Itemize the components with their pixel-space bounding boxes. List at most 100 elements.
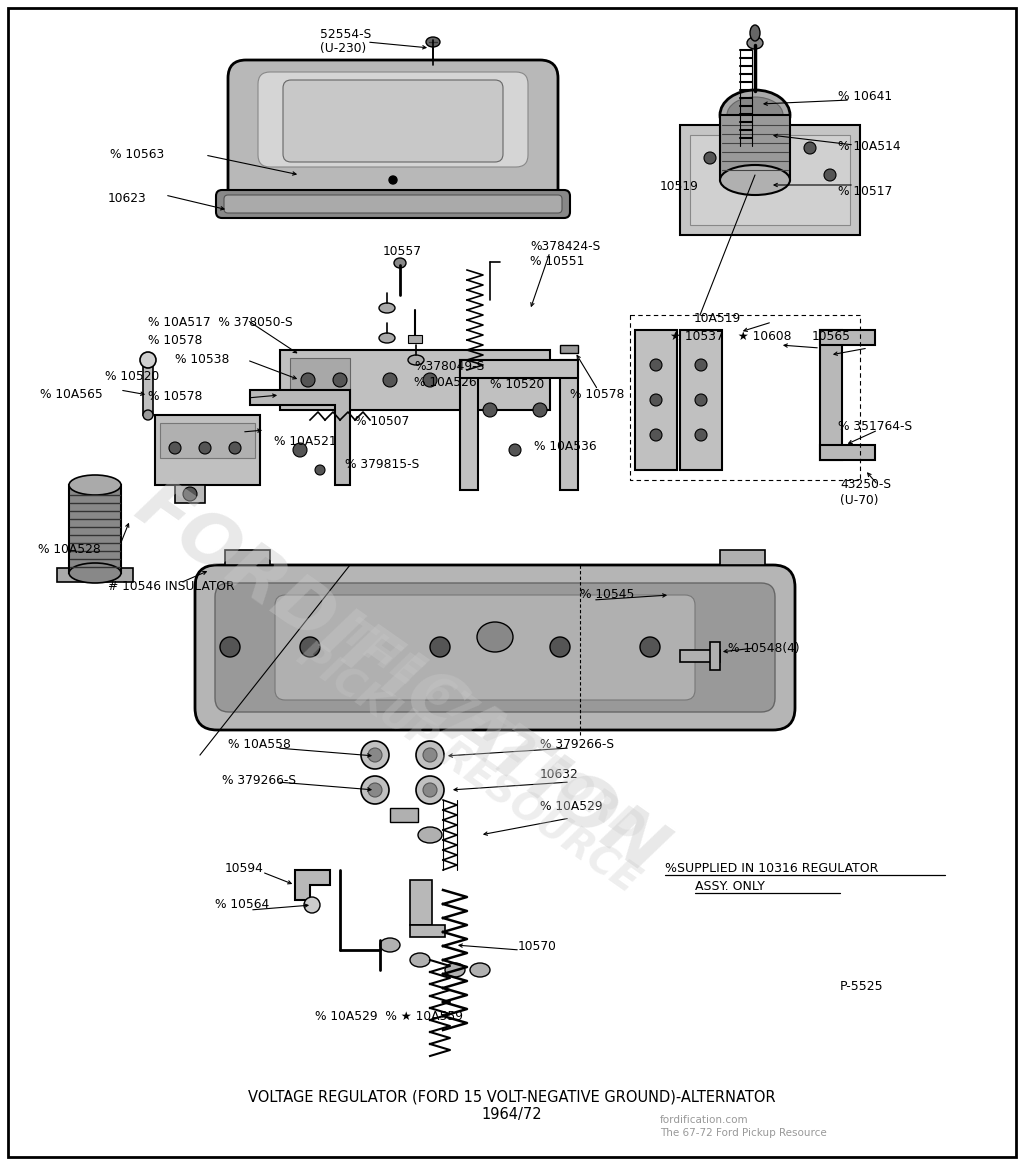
- Bar: [410, 925, 445, 937]
- Ellipse shape: [640, 637, 660, 657]
- Text: 10519: 10519: [660, 181, 698, 193]
- Text: % 10517: % 10517: [838, 185, 892, 198]
- Bar: [290, 358, 350, 402]
- FancyBboxPatch shape: [215, 582, 775, 712]
- Bar: [69, 485, 121, 573]
- FancyBboxPatch shape: [283, 80, 503, 162]
- Ellipse shape: [727, 97, 783, 133]
- Text: % 10A536: % 10A536: [534, 440, 597, 453]
- Bar: [560, 360, 578, 490]
- Text: % 10564: % 10564: [215, 898, 269, 911]
- Ellipse shape: [804, 142, 816, 154]
- Bar: [143, 360, 153, 415]
- Text: The 67-72 Ford Pickup Resource: The 67-72 Ford Pickup Resource: [660, 1128, 826, 1138]
- Text: % 10520: % 10520: [490, 377, 544, 391]
- Text: 10565: 10565: [812, 330, 851, 343]
- Text: VOLTAGE REGULATOR (FORD 15 VOLT-NEGATIVE GROUND)-ALTERNATOR: VOLTAGE REGULATOR (FORD 15 VOLT-NEGATIVE…: [248, 1090, 776, 1104]
- Text: % 10563: % 10563: [110, 148, 164, 161]
- Ellipse shape: [69, 563, 121, 582]
- Ellipse shape: [744, 158, 756, 171]
- Ellipse shape: [301, 373, 315, 387]
- Ellipse shape: [416, 776, 444, 804]
- Text: ★ 10608: ★ 10608: [730, 330, 792, 343]
- Text: (U-230): (U-230): [319, 42, 367, 55]
- Ellipse shape: [368, 748, 382, 762]
- Text: % 379815-S: % 379815-S: [345, 458, 419, 471]
- Bar: [720, 115, 790, 181]
- FancyBboxPatch shape: [216, 190, 570, 218]
- Text: % 10A529: % 10A529: [540, 800, 603, 813]
- Bar: [280, 350, 550, 410]
- Text: 10557: 10557: [383, 245, 422, 257]
- Text: % 10A517  % 378050-S: % 10A517 % 378050-S: [148, 316, 293, 329]
- Ellipse shape: [695, 394, 707, 405]
- Ellipse shape: [426, 37, 440, 47]
- Text: ★ 10537: ★ 10537: [670, 330, 724, 343]
- Ellipse shape: [169, 442, 181, 454]
- Bar: [680, 330, 722, 469]
- Text: THE 67-72 FORD
PICKUP RESOURCE: THE 67-72 FORD PICKUP RESOURCE: [290, 600, 671, 901]
- Bar: [390, 809, 418, 822]
- Text: % 10548(4): % 10548(4): [728, 642, 800, 655]
- Ellipse shape: [229, 442, 241, 454]
- Text: FORDIFICATION: FORDIFICATION: [123, 471, 678, 889]
- Text: 43250-S: 43250-S: [840, 478, 891, 490]
- Text: % 10551: % 10551: [530, 255, 585, 268]
- Text: % 10538: % 10538: [175, 353, 229, 366]
- Ellipse shape: [423, 783, 437, 797]
- Text: # 10546 INSULATOR: # 10546 INSULATOR: [108, 580, 234, 593]
- Text: % 10A558: % 10A558: [228, 737, 291, 751]
- Ellipse shape: [650, 394, 662, 405]
- Ellipse shape: [430, 637, 450, 657]
- Bar: [720, 550, 765, 565]
- Text: %SUPPLIED IN 10316 REGULATOR: %SUPPLIED IN 10316 REGULATOR: [665, 862, 879, 875]
- Bar: [175, 485, 205, 503]
- Text: % 10A521: % 10A521: [274, 435, 337, 449]
- Bar: [560, 345, 578, 353]
- Text: ASSY. ONLY: ASSY. ONLY: [695, 880, 765, 894]
- Ellipse shape: [361, 741, 389, 769]
- Ellipse shape: [750, 24, 760, 41]
- Text: % 10520: % 10520: [105, 370, 160, 383]
- Ellipse shape: [143, 410, 153, 421]
- Text: % 10A526: % 10A526: [414, 376, 476, 389]
- Ellipse shape: [550, 637, 570, 657]
- Text: % 379266-S: % 379266-S: [540, 737, 614, 751]
- Text: % 10507: % 10507: [355, 415, 410, 428]
- Text: P-5525: P-5525: [840, 980, 884, 993]
- Ellipse shape: [379, 303, 395, 313]
- Ellipse shape: [695, 429, 707, 442]
- Ellipse shape: [140, 352, 156, 368]
- Text: 1964/72: 1964/72: [481, 1107, 543, 1122]
- Ellipse shape: [304, 897, 319, 913]
- Text: 10632: 10632: [540, 768, 579, 781]
- Polygon shape: [295, 870, 330, 901]
- Ellipse shape: [361, 776, 389, 804]
- Ellipse shape: [463, 373, 477, 387]
- Ellipse shape: [183, 487, 197, 501]
- FancyBboxPatch shape: [195, 565, 795, 730]
- Bar: [820, 445, 874, 460]
- Ellipse shape: [394, 257, 406, 268]
- Text: 10594: 10594: [225, 862, 264, 875]
- Ellipse shape: [416, 741, 444, 769]
- Text: fordification.com: fordification.com: [660, 1115, 749, 1125]
- Ellipse shape: [389, 176, 397, 184]
- Text: %378049-S: %378049-S: [414, 360, 484, 373]
- Bar: [460, 360, 478, 490]
- Ellipse shape: [705, 151, 716, 164]
- Bar: [57, 569, 133, 582]
- Ellipse shape: [746, 37, 763, 49]
- Ellipse shape: [720, 90, 790, 140]
- Text: % 10578: % 10578: [570, 388, 625, 401]
- Bar: [680, 125, 860, 235]
- Ellipse shape: [368, 783, 382, 797]
- Text: 52554-S: 52554-S: [319, 28, 372, 41]
- Text: % 10A514: % 10A514: [838, 140, 901, 153]
- Text: 10623: 10623: [108, 192, 146, 205]
- Ellipse shape: [483, 403, 497, 417]
- FancyBboxPatch shape: [275, 595, 695, 700]
- Text: % 10545: % 10545: [580, 588, 635, 601]
- Bar: [710, 642, 720, 670]
- Ellipse shape: [477, 622, 513, 652]
